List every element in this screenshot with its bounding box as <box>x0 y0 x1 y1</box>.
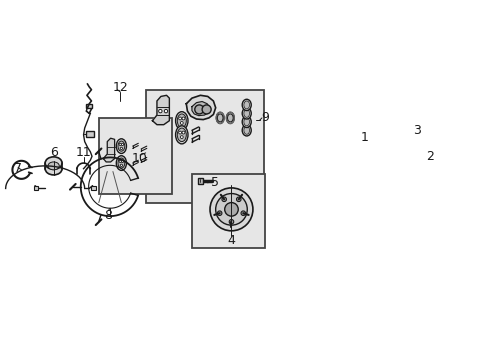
Text: 9: 9 <box>261 111 269 125</box>
Circle shape <box>182 117 184 120</box>
Ellipse shape <box>244 126 249 134</box>
Ellipse shape <box>175 112 187 130</box>
Circle shape <box>121 160 123 162</box>
Ellipse shape <box>242 99 251 111</box>
Circle shape <box>390 226 399 235</box>
Circle shape <box>348 164 357 173</box>
Ellipse shape <box>217 114 223 122</box>
Circle shape <box>121 143 123 145</box>
Circle shape <box>329 177 391 239</box>
Circle shape <box>194 105 203 114</box>
Ellipse shape <box>116 156 126 170</box>
Circle shape <box>229 220 233 224</box>
Bar <box>85 131 94 137</box>
Circle shape <box>180 122 183 125</box>
Ellipse shape <box>48 162 59 170</box>
Text: 12: 12 <box>112 81 128 94</box>
Circle shape <box>158 109 162 113</box>
Circle shape <box>396 196 405 205</box>
Bar <box>197 178 202 184</box>
Circle shape <box>224 203 238 216</box>
Circle shape <box>209 188 252 231</box>
Ellipse shape <box>244 109 249 117</box>
Polygon shape <box>152 95 169 125</box>
Bar <box>145 90 264 203</box>
Circle shape <box>164 109 167 113</box>
Polygon shape <box>186 95 215 120</box>
Ellipse shape <box>45 162 62 175</box>
Bar <box>99 118 172 194</box>
Circle shape <box>412 138 419 145</box>
Circle shape <box>215 194 247 225</box>
Circle shape <box>120 147 122 149</box>
Circle shape <box>241 211 245 215</box>
Ellipse shape <box>216 112 224 123</box>
Polygon shape <box>103 138 114 162</box>
Ellipse shape <box>244 101 249 109</box>
Circle shape <box>222 197 226 202</box>
Circle shape <box>236 197 241 202</box>
Circle shape <box>119 160 121 162</box>
Text: 7: 7 <box>14 162 22 175</box>
Bar <box>86 104 92 108</box>
Circle shape <box>119 143 121 145</box>
Text: 11: 11 <box>76 147 91 159</box>
Text: 2: 2 <box>426 150 433 163</box>
Text: 8: 8 <box>104 208 112 221</box>
Ellipse shape <box>45 157 62 169</box>
Circle shape <box>316 212 325 221</box>
Text: 6: 6 <box>50 147 58 159</box>
Ellipse shape <box>242 116 251 127</box>
Circle shape <box>323 181 331 190</box>
Ellipse shape <box>118 141 124 151</box>
Ellipse shape <box>175 126 187 144</box>
Circle shape <box>120 164 122 166</box>
Text: 3: 3 <box>412 124 420 137</box>
Ellipse shape <box>242 125 251 136</box>
Bar <box>34 186 39 190</box>
Ellipse shape <box>227 114 233 122</box>
Ellipse shape <box>226 112 234 123</box>
Circle shape <box>409 135 422 148</box>
Ellipse shape <box>177 128 186 141</box>
Circle shape <box>178 117 181 120</box>
Circle shape <box>178 131 181 134</box>
Circle shape <box>217 211 222 215</box>
Ellipse shape <box>244 118 249 126</box>
Circle shape <box>304 152 417 265</box>
Ellipse shape <box>177 114 186 127</box>
Bar <box>91 186 96 190</box>
Text: 10: 10 <box>132 152 148 165</box>
Text: 5: 5 <box>210 176 218 189</box>
Circle shape <box>344 191 378 225</box>
Circle shape <box>296 143 426 273</box>
Ellipse shape <box>242 108 251 119</box>
Polygon shape <box>192 102 209 116</box>
Circle shape <box>364 244 373 253</box>
Ellipse shape <box>116 139 126 153</box>
Circle shape <box>333 238 343 247</box>
Circle shape <box>202 105 211 114</box>
Circle shape <box>180 136 183 139</box>
Circle shape <box>182 131 184 134</box>
Bar <box>192 174 265 248</box>
Bar <box>427 160 433 165</box>
Ellipse shape <box>118 158 124 168</box>
Text: 4: 4 <box>227 234 235 247</box>
Circle shape <box>379 170 387 179</box>
Text: 1: 1 <box>360 131 367 144</box>
